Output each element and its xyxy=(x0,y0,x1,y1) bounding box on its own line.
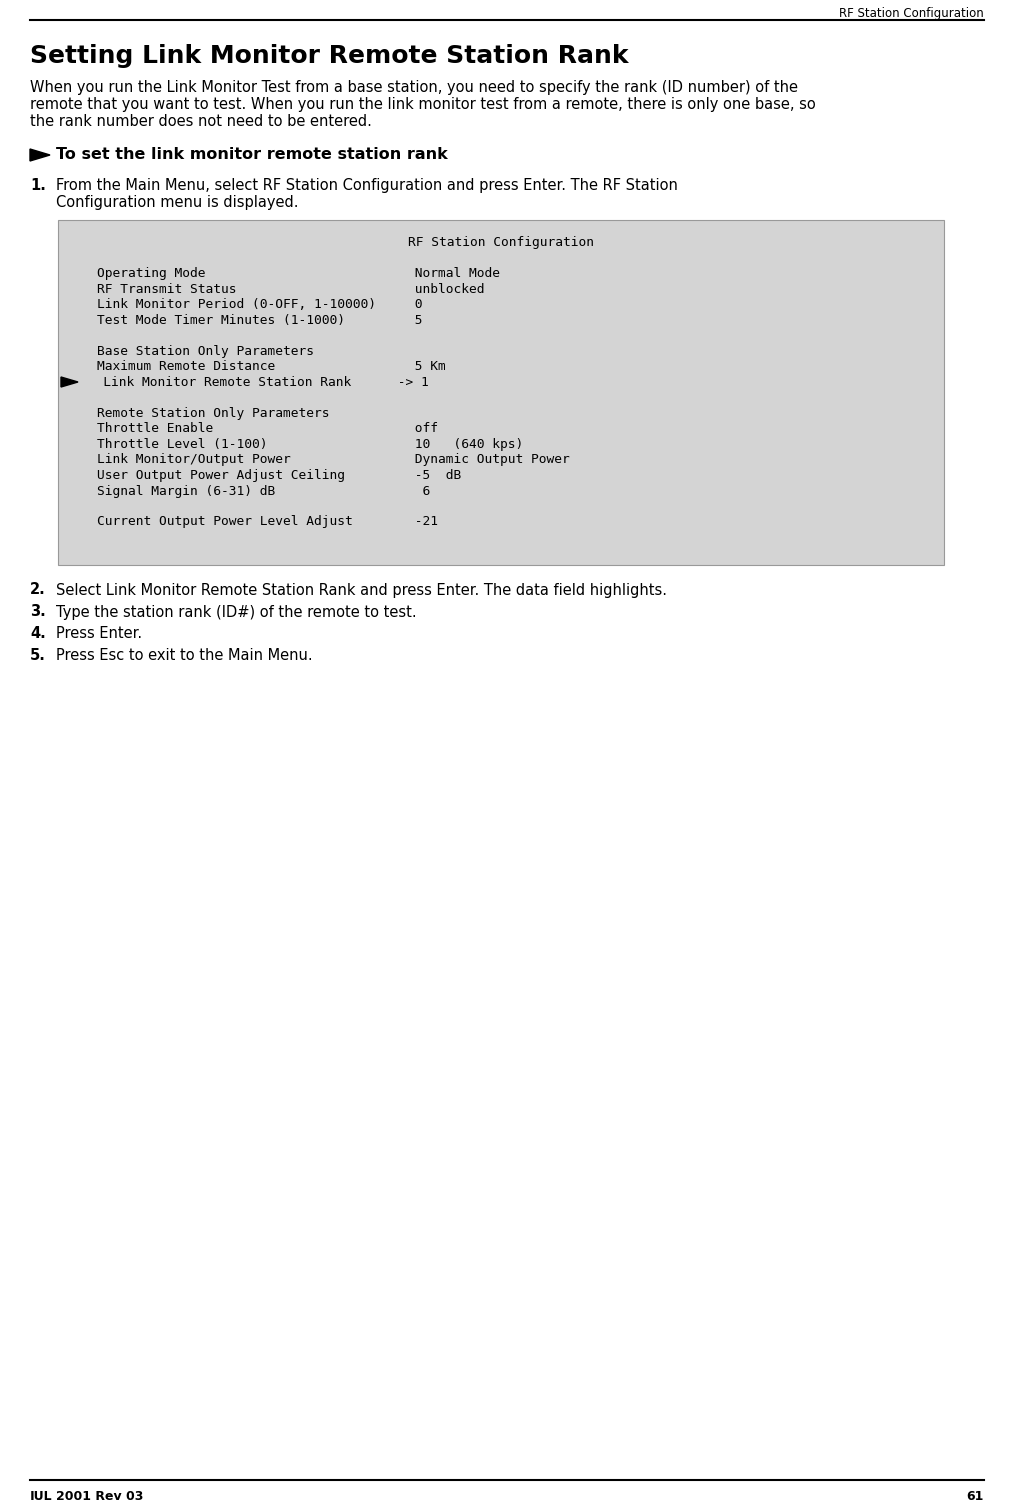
Text: Throttle Enable                          off: Throttle Enable off xyxy=(66,423,438,435)
Text: From the Main Menu, select RF Station Configuration and press Enter. The RF Stat: From the Main Menu, select RF Station Co… xyxy=(56,178,678,194)
Text: 4.: 4. xyxy=(30,627,46,642)
Text: 2.: 2. xyxy=(30,582,46,597)
Text: Remote Station Only Parameters: Remote Station Only Parameters xyxy=(66,406,330,420)
Text: Link Monitor Remote Station Rank      -> 1: Link Monitor Remote Station Rank -> 1 xyxy=(80,376,429,388)
Text: 1.: 1. xyxy=(30,178,46,194)
Text: Base Station Only Parameters: Base Station Only Parameters xyxy=(66,345,314,358)
Text: Current Output Power Level Adjust        -21: Current Output Power Level Adjust -21 xyxy=(66,516,438,528)
Text: User Output Power Adjust Ceiling         -5  dB: User Output Power Adjust Ceiling -5 dB xyxy=(66,470,461,482)
Text: RF Station Configuration: RF Station Configuration xyxy=(408,236,594,249)
Text: RF Station Configuration: RF Station Configuration xyxy=(840,8,984,20)
Text: Configuration menu is displayed.: Configuration menu is displayed. xyxy=(56,195,298,210)
Text: To set the link monitor remote station rank: To set the link monitor remote station r… xyxy=(56,147,448,162)
Polygon shape xyxy=(61,376,78,387)
Bar xyxy=(58,220,944,564)
Text: 61: 61 xyxy=(966,1490,984,1500)
Text: the rank number does not need to be entered.: the rank number does not need to be ente… xyxy=(30,114,372,129)
Text: When you run the Link Monitor Test from a base station, you need to specify the : When you run the Link Monitor Test from … xyxy=(30,80,798,94)
Text: Throttle Level (1-100)                   10   (640 kps): Throttle Level (1-100) 10 (640 kps) xyxy=(66,438,523,452)
Text: remote that you want to test. When you run the link monitor test from a remote, : remote that you want to test. When you r… xyxy=(30,98,815,112)
Text: JUL 2001 Rev 03: JUL 2001 Rev 03 xyxy=(30,1490,144,1500)
Text: Type the station rank (ID#) of the remote to test.: Type the station rank (ID#) of the remot… xyxy=(56,604,417,619)
Text: Link Monitor/Output Power                Dynamic Output Power: Link Monitor/Output Power Dynamic Output… xyxy=(66,453,570,466)
Text: Select Link Monitor Remote Station Rank and press Enter. The data field highligh: Select Link Monitor Remote Station Rank … xyxy=(56,582,667,597)
Polygon shape xyxy=(30,148,50,160)
Text: Maximum Remote Distance                  5 Km: Maximum Remote Distance 5 Km xyxy=(66,360,446,374)
Text: Press Enter.: Press Enter. xyxy=(56,627,142,642)
Text: Link Monitor Period (0-OFF, 1-10000)     0: Link Monitor Period (0-OFF, 1-10000) 0 xyxy=(66,298,423,312)
Text: 5.: 5. xyxy=(30,648,46,663)
Text: RF Transmit Status                       unblocked: RF Transmit Status unblocked xyxy=(66,284,485,296)
Text: Setting Link Monitor Remote Station Rank: Setting Link Monitor Remote Station Rank xyxy=(30,44,629,68)
Text: Press Esc to exit to the Main Menu.: Press Esc to exit to the Main Menu. xyxy=(56,648,312,663)
Text: Operating Mode                           Normal Mode: Operating Mode Normal Mode xyxy=(66,267,500,280)
Text: 3.: 3. xyxy=(30,604,46,619)
Text: Signal Margin (6-31) dB                   6: Signal Margin (6-31) dB 6 xyxy=(66,484,430,498)
Text: Test Mode Timer Minutes (1-1000)         5: Test Mode Timer Minutes (1-1000) 5 xyxy=(66,314,423,327)
